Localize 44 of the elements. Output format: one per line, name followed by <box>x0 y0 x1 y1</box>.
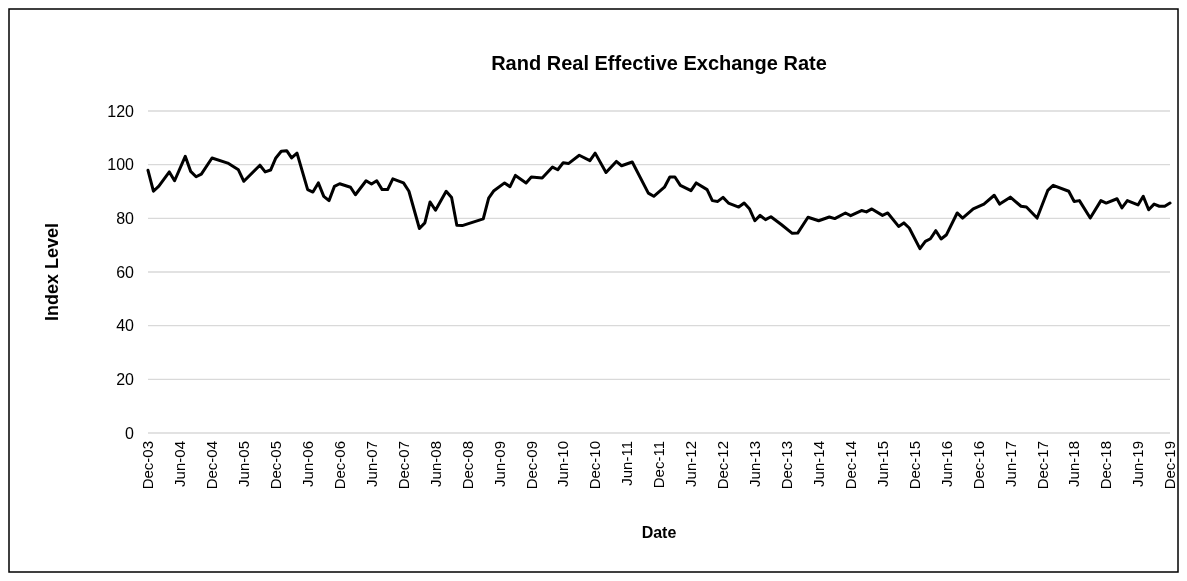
y-tick-label: 120 <box>107 102 135 120</box>
x-tick-label: Jun-07 <box>362 441 380 487</box>
x-tick-label: Jun-18 <box>1065 441 1083 487</box>
x-tick-label: Jun-06 <box>298 441 316 487</box>
x-tick-label: Dec-07 <box>394 441 412 490</box>
y-tick-label: 100 <box>107 156 135 174</box>
x-tick-label: Dec-18 <box>1097 441 1115 490</box>
x-tick-label: Dec-09 <box>522 441 540 490</box>
y-tick-label: 20 <box>116 370 135 388</box>
x-tick-label: Jun-12 <box>682 441 700 487</box>
x-tick-label: Dec-11 <box>650 441 668 489</box>
chart-title: Rand Real Effective Exchange Rate <box>491 52 827 74</box>
y-tick-label: 40 <box>116 317 135 335</box>
x-tick-label: Dec-19 <box>1161 441 1179 490</box>
line-series <box>146 149 1172 251</box>
x-tick-label: Dec-15 <box>905 441 923 490</box>
y-tick-label: 80 <box>116 209 135 227</box>
x-tick-label: Jun-10 <box>554 441 572 487</box>
x-tick-label: Jun-09 <box>490 441 508 487</box>
x-axis-title: Date <box>641 524 677 541</box>
x-tick-label: Dec-03 <box>139 441 157 490</box>
x-tick-label: Dec-14 <box>841 441 859 490</box>
x-tick-label: Dec-17 <box>1033 441 1051 490</box>
x-tick-label: Dec-08 <box>458 441 476 490</box>
x-tick-label: Jun-15 <box>873 441 891 487</box>
x-tick-label: Jun-13 <box>746 441 764 487</box>
x-tick-label: Jun-14 <box>809 441 827 487</box>
x-tick-label: Dec-10 <box>586 441 604 490</box>
x-tick-label: Jun-08 <box>426 441 444 487</box>
x-tick-label: Dec-05 <box>267 441 285 490</box>
x-tick-label: Dec-13 <box>778 441 796 490</box>
y-tick-label: 0 <box>125 424 135 442</box>
x-tick-label: Dec-12 <box>714 441 732 490</box>
x-tick-label: Jun-11 <box>618 441 636 486</box>
x-tick-label: Jun-17 <box>1001 441 1019 487</box>
x-tick-label: Dec-16 <box>969 441 987 490</box>
x-tick-label: Jun-19 <box>1129 441 1147 487</box>
y-axis-title: Index Level <box>42 222 62 322</box>
y-tick-label: 60 <box>116 263 135 281</box>
x-tick-label: Dec-04 <box>203 441 221 490</box>
x-tick-label: Jun-05 <box>235 441 253 487</box>
x-tick-label: Jun-16 <box>937 441 955 487</box>
x-tick-label: Jun-04 <box>171 441 189 487</box>
x-tick-label: Dec-06 <box>330 441 348 490</box>
